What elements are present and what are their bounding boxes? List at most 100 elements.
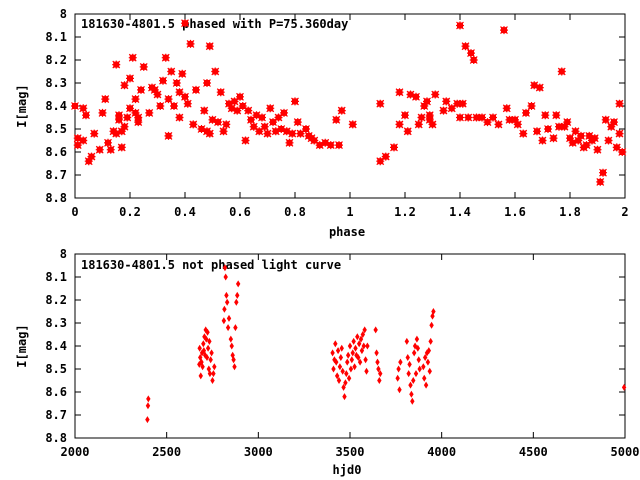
data-point (146, 395, 151, 403)
x-tick-label: 0.8 (284, 205, 306, 219)
data-point (364, 367, 369, 375)
data-point (177, 69, 187, 79)
chart-title: 181630-4801.5 not phased light curve (81, 258, 341, 272)
data-point (243, 105, 253, 116)
data-point (408, 381, 413, 389)
data-point (460, 41, 471, 51)
data-point (205, 129, 215, 139)
data-point (222, 305, 227, 313)
data-point (301, 124, 311, 134)
data-point (601, 115, 611, 125)
data-point (348, 365, 354, 373)
data-point (133, 117, 143, 127)
data-point (403, 126, 413, 136)
data-point (416, 356, 421, 364)
data-point (202, 78, 212, 88)
data-point (469, 55, 479, 65)
data-point (205, 41, 215, 51)
data-point (398, 358, 403, 366)
y-tick-label: 8.7 (45, 168, 67, 182)
data-point (326, 140, 336, 150)
data-point (410, 397, 415, 405)
data-point (455, 112, 465, 123)
data-point (417, 365, 422, 373)
y-tick-label: 8.1 (45, 30, 67, 44)
unphased-light-curve-panel: 181630-4801.5 not phased light curve hjd… (15, 247, 639, 477)
y-tick-label: 8.2 (45, 53, 67, 67)
data-point (381, 152, 391, 162)
data-point (350, 349, 355, 357)
data-point (394, 87, 405, 97)
data-point (130, 94, 141, 104)
data-point (374, 349, 379, 357)
data-point (349, 356, 355, 364)
data-point (499, 25, 509, 35)
data-point (210, 66, 220, 77)
data-point (210, 377, 215, 384)
data-point (183, 99, 193, 109)
data-point (180, 18, 190, 28)
data-point (233, 324, 238, 332)
y-tick-label: 8.4 (45, 99, 67, 113)
x-tick-label: 1.4 (449, 205, 471, 219)
data-point (172, 78, 182, 88)
data-point (463, 112, 473, 123)
data-point (166, 66, 176, 77)
data-point (145, 416, 150, 424)
x-tick-label: 0.6 (229, 205, 251, 219)
data-point (614, 129, 625, 139)
data-point (493, 119, 504, 129)
y-axis-label: I[mag] (15, 324, 29, 367)
data-point (223, 273, 228, 281)
data-point (198, 372, 203, 380)
y-axis-label: I[mag] (15, 84, 29, 127)
data-point (235, 291, 240, 299)
phased-light-curve-panel: 181630-4801.5 phased with P=75.360day ph… (15, 7, 629, 239)
data-point (226, 314, 232, 322)
data-point (422, 374, 427, 382)
data-point (609, 117, 619, 127)
data-point (70, 101, 80, 111)
x-tick-label: 4500 (519, 445, 548, 459)
data-point (279, 108, 289, 118)
data-point (188, 119, 198, 129)
data-point (89, 129, 99, 139)
data-point (409, 390, 414, 398)
data-point (205, 344, 211, 352)
data-point (411, 349, 417, 357)
data-point (262, 129, 273, 139)
data-point (235, 92, 245, 102)
data-point (598, 168, 608, 178)
data-point (423, 381, 429, 389)
data-point (543, 124, 553, 134)
data-point (413, 370, 419, 378)
data-point (397, 386, 402, 394)
data-point (407, 360, 412, 368)
data-point (191, 85, 201, 95)
data-point (414, 119, 424, 129)
data-point (128, 53, 138, 63)
data-point (614, 99, 625, 109)
y-tick-label: 8.8 (45, 431, 67, 445)
data-points (145, 264, 627, 424)
data-point (169, 101, 179, 111)
chart-title: 181630-4801.5 phased with P=75.360day (81, 17, 348, 31)
data-point (86, 152, 97, 162)
data-point (125, 73, 135, 84)
y-tick-label: 8.4 (45, 339, 67, 353)
data-point (338, 354, 344, 361)
data-point (208, 356, 213, 364)
data-point (211, 370, 216, 378)
data-point (576, 131, 586, 141)
data-point (455, 20, 465, 31)
data-point (265, 103, 275, 113)
x-axis-label: phase (329, 225, 365, 239)
data-point (411, 92, 421, 102)
data-point (97, 108, 108, 118)
data-point (224, 291, 229, 299)
data-point (621, 383, 627, 391)
data-point (78, 135, 88, 146)
data-point (228, 335, 234, 343)
data-point (106, 145, 116, 155)
data-point (416, 112, 427, 123)
